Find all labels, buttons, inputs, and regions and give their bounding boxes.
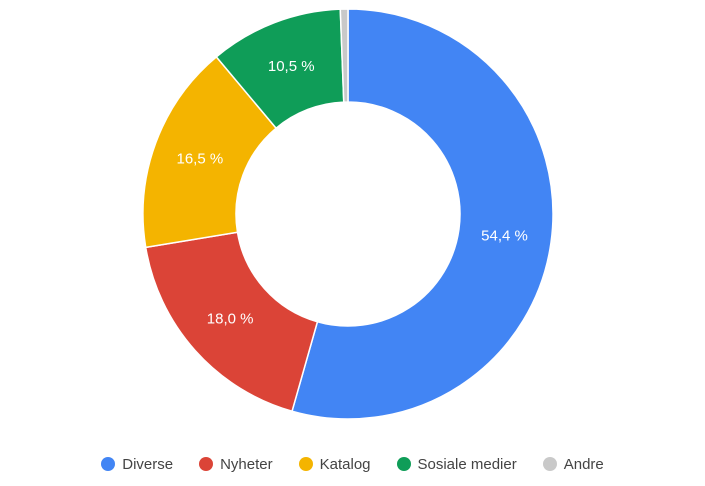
legend-swatch-katalog (298, 457, 313, 471)
slice-nyheter[interactable] (144, 231, 319, 413)
legend-swatch-andre (542, 457, 557, 471)
donut-chart: 54,4 % 18,0 % 16,5 % 10,5 % (142, 8, 554, 420)
slice-andre[interactable] (339, 8, 349, 103)
slice-diverse[interactable] (291, 8, 554, 420)
legend-item-sosiale-medier[interactable]: Sosiale medier (396, 455, 517, 473)
data-label-sosiale-medier: 10,5 % (268, 58, 315, 75)
data-label-nyheter: 18,0 % (207, 311, 254, 328)
chart-legend: Diverse Nyheter Katalog Sosiale medier A… (0, 450, 705, 478)
legend-swatch-nyheter (199, 457, 214, 471)
legend-item-katalog[interactable]: Katalog (298, 455, 371, 473)
legend-item-diverse[interactable]: Diverse (101, 456, 173, 473)
legend-label-nyheter: Nyheter (220, 455, 273, 473)
legend-item-nyheter[interactable]: Nyheter (199, 456, 273, 473)
legend-item-andre[interactable]: Andre (542, 455, 604, 473)
data-label-katalog: 16,5 % (177, 151, 224, 168)
legend-swatch-sosiale-medier (396, 457, 411, 471)
legend-label-andre: Andre (563, 455, 604, 473)
legend-label-sosiale-medier: Sosiale medier (417, 455, 517, 473)
legend-label-diverse: Diverse (122, 455, 174, 473)
data-label-diverse: 54,4 % (481, 227, 528, 244)
legend-swatch-diverse (101, 457, 116, 471)
legend-label-katalog: Katalog (319, 455, 371, 473)
